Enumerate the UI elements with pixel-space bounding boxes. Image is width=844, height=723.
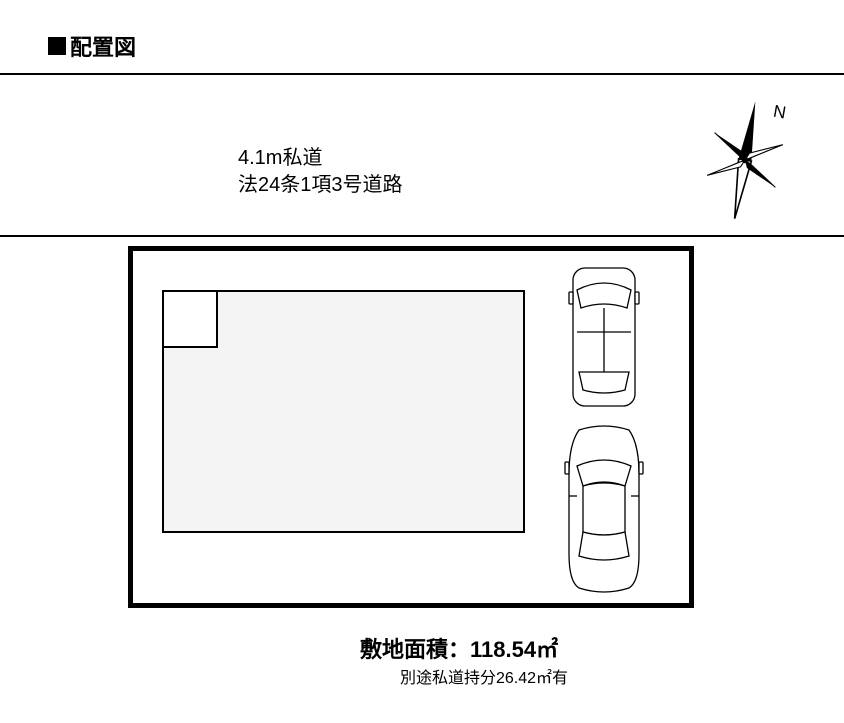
car-icon-1 (565, 262, 643, 412)
car-icon-2 (563, 424, 645, 594)
road-line-bottom (0, 235, 844, 237)
title-bullet-icon (48, 37, 66, 55)
road-width-text: 4.1m私道 (238, 145, 403, 172)
road-law-text: 法24条1項3号道路 (238, 172, 403, 199)
site-area-note: 別途私道持分26.42㎡有 (400, 664, 568, 688)
site-area-label: 敷地面積：118.54㎡ (360, 632, 558, 664)
title-text: 配置図 (70, 30, 136, 62)
road-line-top (0, 73, 844, 75)
road-label: 4.1m私道 法24条1項3号道路 (238, 145, 403, 199)
building-notch (162, 290, 218, 348)
compass-n-label: N (772, 101, 788, 123)
compass-icon: N (680, 95, 810, 225)
page-title: 配置図 (48, 30, 136, 62)
